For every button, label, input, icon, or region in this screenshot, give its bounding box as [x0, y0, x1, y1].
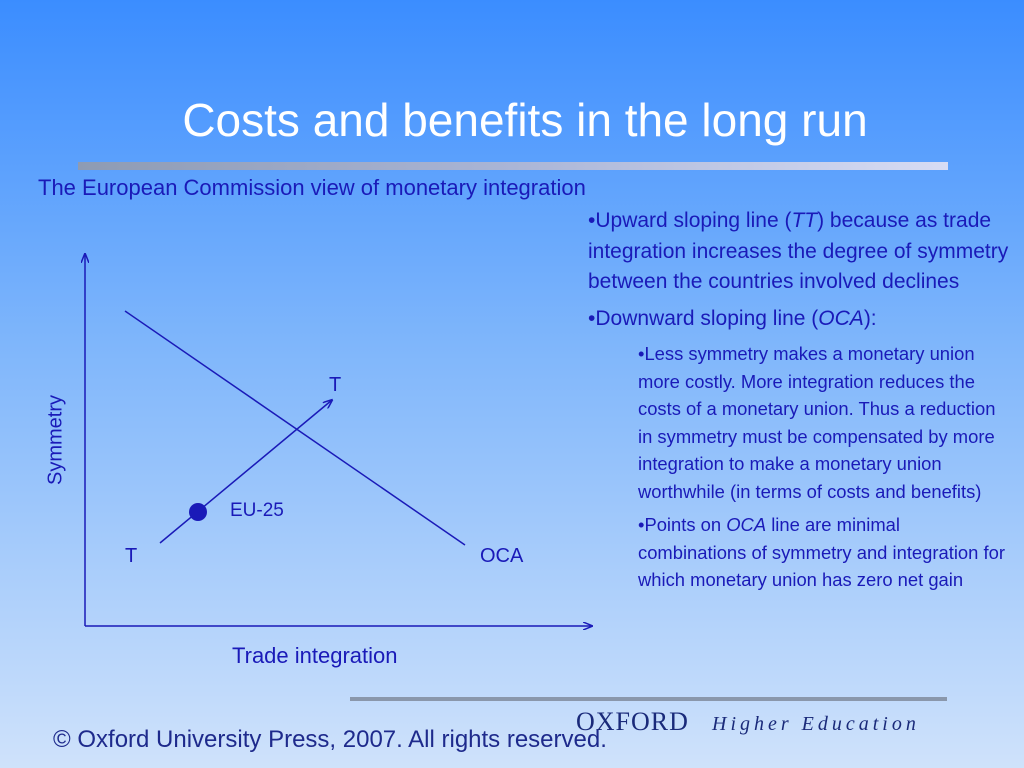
explanation-text: •Upward sloping line (TT) because as tra… — [588, 206, 1018, 594]
oca-line — [124, 310, 466, 546]
slide-subtitle: The European Commission view of monetary… — [38, 175, 586, 200]
x-axis-label: Trade integration — [232, 643, 398, 668]
sub-bullet-oca-points: •Points on OCA line are minimal combinat… — [638, 514, 1005, 590]
bullet-oca: •Downward sloping line (OCA): — [588, 306, 877, 330]
eu25-point-label: EU-25 — [230, 500, 284, 521]
tt-line — [159, 400, 332, 544]
copyright-notice: © Oxford University Press, 2007. All rig… — [53, 726, 607, 753]
sub-bullet-symmetry: •Less symmetry makes a monetary union mo… — [638, 343, 996, 502]
oca-line-label: OCA — [480, 545, 524, 567]
oxford-logo: OXFORD — [576, 707, 689, 736]
title-divider — [78, 162, 948, 170]
higher-education-logo: Higher Education — [712, 713, 920, 735]
bullet-tt: •Upward sloping line (TT) because as tra… — [588, 209, 1009, 293]
eu25-point — [189, 503, 207, 521]
footer-divider — [350, 697, 947, 701]
y-axis-label: Symmetry — [44, 395, 67, 485]
tt-line-label-bottom: T — [125, 545, 138, 567]
tt-line-label-top: T — [329, 374, 342, 396]
slide-title: Costs and benefits in the long run — [182, 94, 868, 146]
